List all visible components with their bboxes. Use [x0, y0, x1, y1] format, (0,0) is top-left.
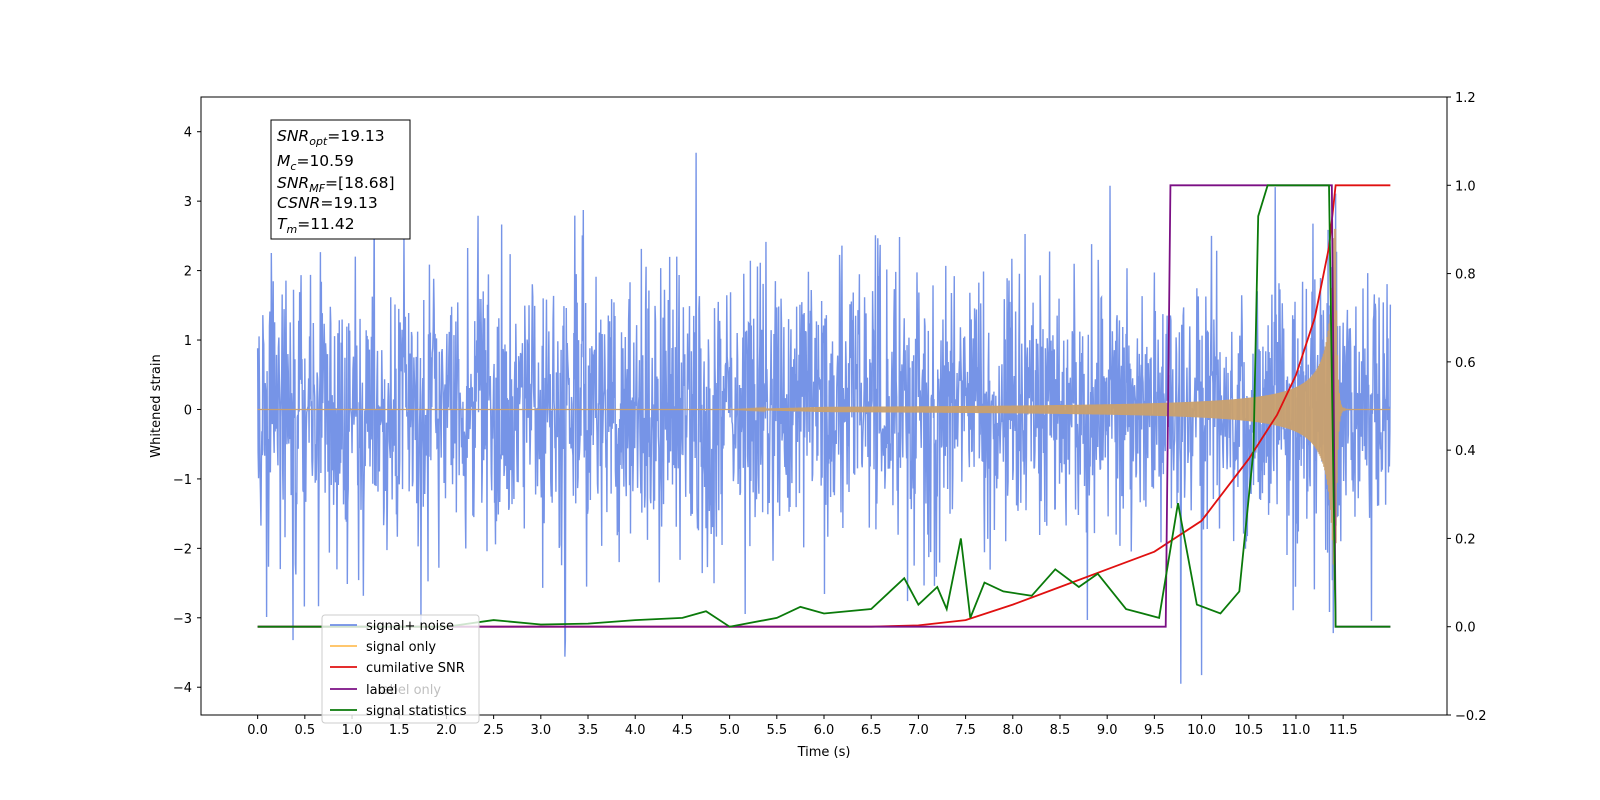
- right-y-tick-label: 1.0: [1455, 179, 1476, 194]
- right-y-axis-ticks: 1.2 1.0 0.8 0.6 0.4 0.2 0.0 −0.2: [1447, 91, 1487, 724]
- x-tick-label: 10.5: [1234, 723, 1263, 738]
- left-y-tick-label: 3: [184, 195, 192, 210]
- right-y-tick-label: 1.2: [1455, 91, 1476, 106]
- stats-box: SNRopt=19.13 Mc=10.59 SNRMF=[18.68] CSNR…: [270, 119, 411, 240]
- right-y-tick-label: 0.6: [1455, 356, 1476, 371]
- x-tick-label: 11.5: [1329, 723, 1358, 738]
- legend-label: signal only: [366, 640, 436, 655]
- legend-label: signal+ noise: [366, 619, 454, 634]
- signal-noise-trace: [256, 152, 1392, 684]
- x-tick-label: 1.5: [389, 723, 410, 738]
- x-tick-label: 4.0: [625, 723, 646, 738]
- left-y-tick-label: −4: [173, 681, 192, 696]
- right-y-tick-label: −0.2: [1455, 709, 1487, 724]
- legend-entry: signal+ noise: [330, 619, 454, 634]
- stats-snr-opt: SNRopt=19.13: [277, 127, 385, 148]
- legend-label: signal statistics: [366, 704, 467, 719]
- right-y-tick-label: 0.8: [1455, 268, 1476, 283]
- left-y-tick-label: −2: [173, 542, 192, 557]
- x-tick-label: 9.0: [1097, 723, 1118, 738]
- x-tick-label: 5.5: [766, 723, 787, 738]
- x-tick-label: 10.0: [1187, 723, 1216, 738]
- x-axis-title: Time (s): [797, 745, 851, 760]
- legend-frame: [321, 614, 480, 724]
- x-tick-label: 2.5: [483, 723, 504, 738]
- signal-only-trace: [257, 228, 1391, 591]
- stats-tm: Tm=11.42: [277, 215, 355, 236]
- x-tick-label: 7.0: [908, 723, 929, 738]
- left-y-tick-label: −1: [173, 473, 192, 488]
- x-tick-label: 9.5: [1144, 723, 1165, 738]
- signal-noise-line: [256, 152, 1392, 684]
- x-tick-label: 6.0: [814, 723, 835, 738]
- left-y-axis-ticks: 4 3 2 1 0 −1 −2 −3 −4: [173, 126, 201, 696]
- legend-label: cumilative SNR: [366, 661, 465, 676]
- left-y-tick-label: 2: [184, 265, 192, 280]
- x-tick-label: 8.5: [1050, 723, 1071, 738]
- x-tick-label: 4.5: [672, 723, 693, 738]
- legend-entry: label: [330, 683, 397, 698]
- legend: signal+ noise signal only cumilative SNR la…: [321, 614, 480, 724]
- right-y-tick-label: 0.4: [1455, 444, 1476, 459]
- legend-label: label: [366, 683, 397, 698]
- legend-entry: cumilative SNR: [330, 661, 465, 676]
- right-y-tick-label: 0.2: [1455, 532, 1476, 547]
- x-axis-ticks: 0.0 0.5 1.0 1.5 2.0 2.5 3.0 3.5 4.0 4.5 5.0 5.5 6.0 6…: [247, 715, 1358, 738]
- signal-only-line: [257, 228, 1391, 591]
- x-tick-label: 0.0: [247, 723, 268, 738]
- legend-entry: signal only: [330, 640, 436, 655]
- x-tick-label: 3.5: [578, 723, 599, 738]
- left-y-tick-label: 0: [184, 403, 192, 418]
- cumilative-snr-line: [257, 184, 1391, 628]
- x-tick-label: 8.0: [1002, 723, 1023, 738]
- right-axis-series: [257, 184, 1391, 628]
- stats-mc: Mc=10.59: [277, 152, 354, 173]
- x-tick-label: 5.0: [719, 723, 740, 738]
- x-tick-label: 7.5: [955, 723, 976, 738]
- legend-entry: label only: [378, 683, 441, 698]
- x-tick-label: 11.0: [1281, 723, 1310, 738]
- stats-box-frame: [270, 119, 411, 240]
- x-tick-label: 0.5: [294, 723, 315, 738]
- left-y-tick-label: 4: [184, 126, 192, 141]
- x-tick-label: 2.0: [436, 723, 457, 738]
- signal-statistics-line: [257, 184, 1391, 628]
- left-y-tick-label: −3: [173, 612, 192, 627]
- legend-label: label only: [378, 683, 441, 698]
- x-tick-label: 3.0: [530, 723, 551, 738]
- left-y-axis-title: Whitened strain: [149, 354, 164, 457]
- x-tick-label: 6.5: [861, 723, 882, 738]
- right-y-tick-label: 0.0: [1455, 621, 1476, 636]
- legend-entry: signal statistics: [330, 704, 467, 719]
- stats-snr-mf: SNRMF=[18.68]: [277, 174, 395, 195]
- left-y-tick-label: 1: [184, 334, 192, 349]
- x-tick-label: 1.0: [342, 723, 363, 738]
- stats-csnr: CSNR=19.13: [277, 194, 378, 212]
